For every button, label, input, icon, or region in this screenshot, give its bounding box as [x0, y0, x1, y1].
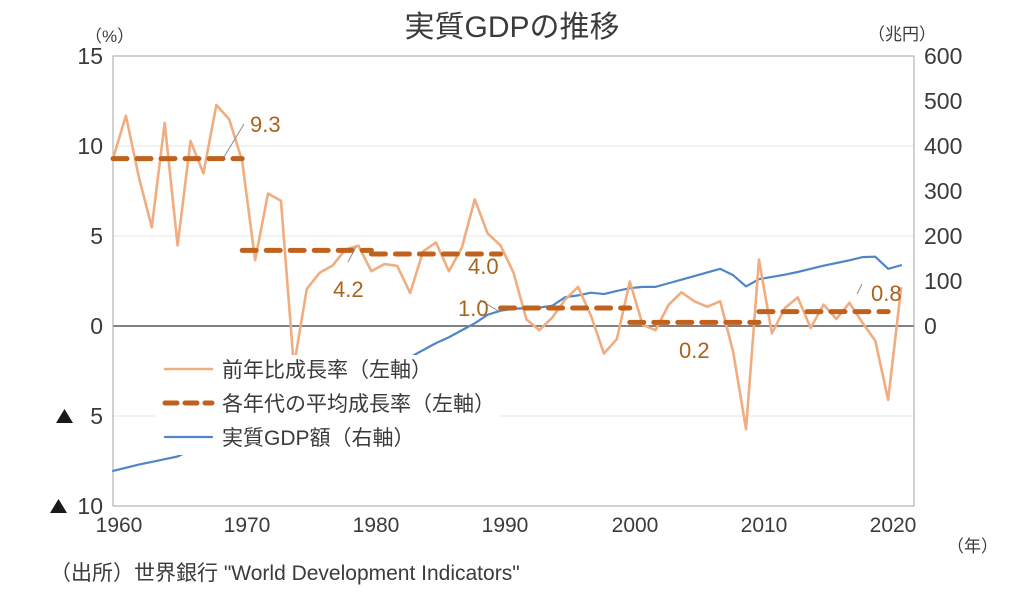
svg-text:200: 200 [924, 223, 962, 249]
svg-text:300: 300 [924, 178, 962, 204]
svg-text:15: 15 [77, 43, 103, 69]
svg-text:100: 100 [924, 268, 962, 294]
svg-text:4.0: 4.0 [468, 254, 499, 279]
svg-text:0.8: 0.8 [871, 281, 902, 306]
svg-text:5: 5 [90, 223, 103, 249]
svg-text:1990: 1990 [482, 514, 529, 537]
svg-text:500: 500 [924, 88, 962, 114]
svg-text:10: 10 [77, 133, 103, 159]
svg-text:実質GDP額（右軸）: 実質GDP額（右軸） [222, 427, 415, 450]
svg-text:0.2: 0.2 [679, 338, 710, 363]
svg-text:2020: 2020 [870, 514, 917, 537]
svg-text:600: 600 [924, 43, 962, 69]
svg-text:1980: 1980 [353, 514, 400, 537]
svg-text:前年比成長率（左軸）: 前年比成長率（左軸） [222, 359, 432, 382]
svg-text:各年代の平均成長率（左軸）: 各年代の平均成長率（左軸） [222, 393, 495, 416]
svg-text:0: 0 [924, 313, 937, 339]
svg-text:1960: 1960 [96, 514, 143, 537]
svg-text:5: 5 [90, 403, 103, 429]
svg-text:9.3: 9.3 [250, 112, 281, 137]
svg-text:1.0: 1.0 [458, 296, 489, 321]
svg-text:400: 400 [924, 133, 962, 159]
svg-text:0: 0 [90, 313, 103, 339]
svg-text:2000: 2000 [612, 514, 659, 537]
svg-text:2010: 2010 [741, 514, 788, 537]
svg-text:1970: 1970 [224, 514, 271, 537]
svg-text:4.2: 4.2 [333, 277, 364, 302]
